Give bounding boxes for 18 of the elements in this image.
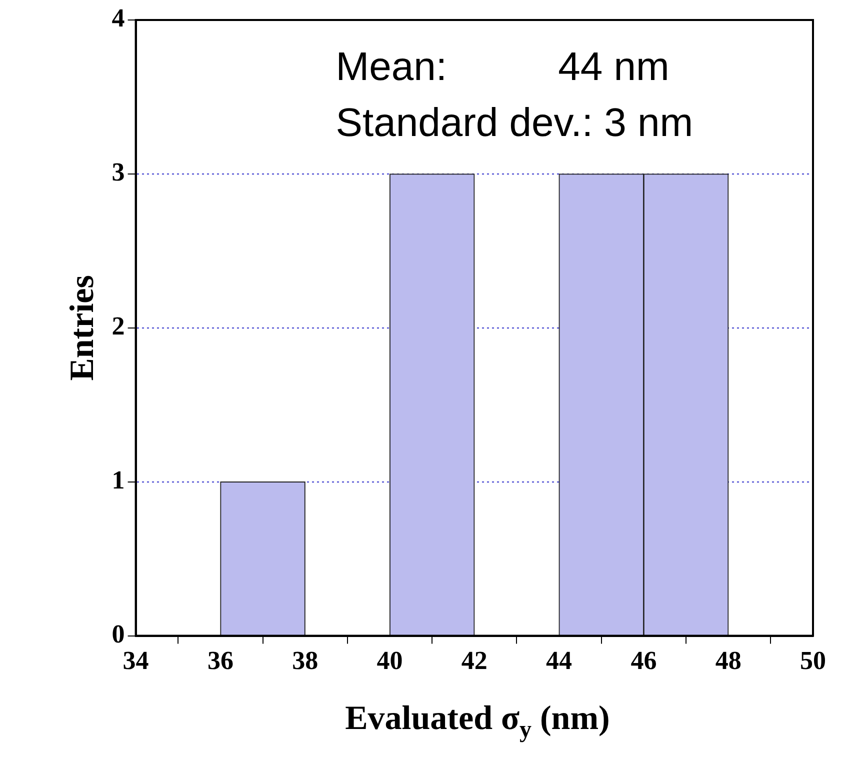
y-tick-label: 4 — [112, 4, 125, 33]
y-axis-title: Entries — [64, 275, 102, 381]
x-tick-label: 34 — [122, 646, 149, 676]
y-tick-label: 0 — [112, 620, 125, 649]
x-tick-label: 42 — [461, 646, 488, 676]
x-tick-label: 36 — [207, 646, 234, 676]
x-tick-label: 48 — [715, 646, 742, 676]
x-tick-label: 38 — [292, 646, 318, 676]
y-tick-label: 3 — [112, 158, 125, 187]
y-tick-label: 2 — [112, 312, 125, 341]
x-tick-label: 50 — [800, 646, 826, 676]
x-tick-label: 46 — [630, 646, 657, 676]
annotation: Standard dev.: 3 nm — [336, 101, 694, 145]
x-tick-label: 44 — [546, 646, 572, 676]
annotation: Mean: 44 nm — [336, 45, 670, 89]
x-tick-label: 40 — [376, 646, 403, 676]
y-tick-label: 1 — [112, 466, 125, 495]
x-axis-title: Evaluated σ$_{y}$ (nm) — [344, 700, 611, 744]
